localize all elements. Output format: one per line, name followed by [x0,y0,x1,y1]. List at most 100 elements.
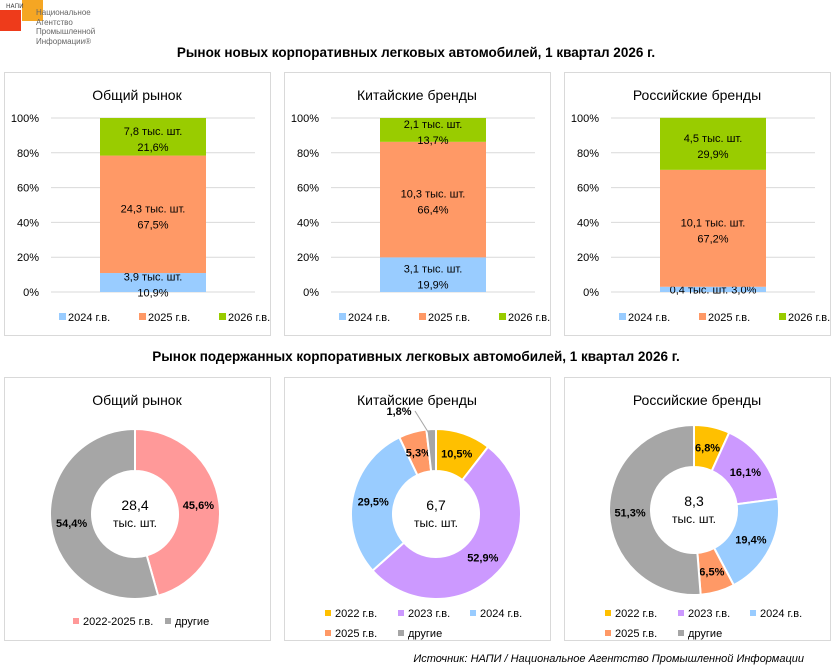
center-unit: тыс. шт. [672,512,716,526]
legend-swatch [73,618,79,624]
legend-label: 2025 г.в. [615,628,657,640]
legend-swatch [779,313,786,320]
legend-label: 2022-2025 г.в. [83,616,153,628]
center-value: 8,3 [684,493,704,509]
data-label: 4,5 тыс. шт. [684,133,743,145]
legend-swatch [139,313,146,320]
data-label: 10,5% [441,448,472,460]
y-tick-label: 80% [577,148,599,160]
data-label: 6,5% [699,566,724,578]
y-tick-label: 100% [11,113,39,125]
logo-yellow-square [22,0,43,21]
legend-label: 2022 г.в. [615,608,657,620]
legend-label: другие [688,628,722,640]
data-label: 45,6% [183,500,214,512]
center-value: 6,7 [426,497,446,513]
center-unit: тыс. шт. [414,516,458,530]
leader-line [414,410,431,436]
donut-slice-2024гв [350,435,419,573]
legend-swatch [398,610,404,616]
bar-chart-russian: Российские бренды 0% 20% 40% 60% 80% 100% 0,4 т… [564,72,831,336]
data-label: 1,8% [386,406,411,418]
chart-svg: Российские бренды 6,8% 16,1% 19,4% 6,5% 51,3%… [605,392,802,640]
bar-segment-2024 [100,273,206,292]
center-unit: тыс. шт. [113,516,157,530]
donut-slice-другие [49,427,160,600]
logo-line: Информации® [36,36,92,46]
data-label: 54,4% [56,518,87,530]
new-cars-title: Рынок новых корпоративных легковых автом… [176,45,656,60]
legend-swatch [605,610,611,616]
legend-label: 2024 г.в. [348,312,390,324]
used-cars-title: Рынок подержанных корпоративных легковых… [152,349,680,364]
donut-slice-другие [608,423,702,596]
y-tick-label: 20% [577,252,599,264]
y-tick-label: 40% [17,217,39,229]
data-label: 5,3% [406,447,431,459]
y-tick-label: 0% [303,287,319,299]
bar-chart-total: Общий рынок 0% 20% 40% 60% 80% 100% 3,9 тыс. шт… [4,72,271,336]
legend-swatch [339,313,346,320]
bar-segment-2025 [380,141,486,258]
legend-label: 2025 г.в. [335,628,377,640]
data-label: 0,4 тыс. шт. 3,0% [670,284,757,296]
bar-segment-2024 [660,286,766,292]
bar-segment-2025 [100,155,206,274]
chart-svg: Общий рынок 45,6% 54,4% 28,4 тыс. шт. 2022-20… [49,392,221,628]
legend-swatch [325,630,331,636]
legend-label: 2026 г.в. [228,312,270,324]
legend-label: 2025 г.в. [148,312,190,324]
y-tick-label: 0% [23,287,39,299]
legend-label: 2024 г.в. [68,312,110,324]
data-label: 67,5% [137,219,168,231]
y-tick-label: 60% [297,183,319,195]
y-tick-label: 60% [17,183,39,195]
data-label: 21,6% [137,142,168,154]
data-label: 10,1 тыс. шт. [681,217,746,229]
bar-chart-chinese: Китайские бренды 0% 20% 40% 60% 80% 100% 3,1 ты… [284,72,551,336]
chart-svg: Общий рынок 0% 20% 40% 60% 80% 100% 3,9 тыс. шт… [11,87,270,324]
legend-swatch [678,610,684,616]
legend-label: 2022 г.в. [335,608,377,620]
y-tick-label: 20% [297,252,319,264]
logo-line: Промышленной [36,27,96,36]
chart-svg: Китайские бренды 0% 20% 40% 60% 80% 100% 3,1 ты… [291,87,550,324]
donut-slice-2023гв [371,445,522,600]
chart-svg: Китайские бренды 10,5% 52,9% 29,5% 5,3% 1,8% 6… [325,392,522,640]
legend-label: 2025 г.в. [428,312,470,324]
napi-logo: НАПИ Национальное Агентство Промышленной… [0,0,100,56]
data-label: 3,9 тыс. шт. [124,272,183,284]
legend-label: 2026 г.в. [788,312,830,324]
legend-label: другие [408,628,442,640]
logo-line: Национальное [36,8,91,17]
source-note: Источник: НАПИ / Национальное Агентство … [413,653,804,665]
donut-chart-total: Общий рынок 45,6% 54,4% 28,4 тыс. шт. 2022-20… [4,377,271,641]
donut-slice-другие [425,427,437,473]
legend-label: другие [175,616,209,628]
data-label: 13,7% [417,135,448,147]
legend-swatch [165,618,171,624]
bar-segment-2026 [100,118,206,156]
bar-segment-2026 [380,118,486,142]
chart-title: Российские бренды [633,392,761,408]
donut-chart-chinese: Китайские бренды 10,5% 52,9% 29,5% 5,3% 1,8% 6… [284,377,551,641]
legend-swatch [470,610,476,616]
y-tick-label: 100% [571,113,599,125]
legend-swatch [398,630,404,636]
data-label: 52,9% [467,553,498,565]
y-tick-label: 0% [583,287,599,299]
y-tick-label: 20% [17,252,39,264]
y-tick-label: 40% [577,217,599,229]
chart-title: Китайские бренды [357,392,477,408]
chart-title: Китайские бренды [357,87,477,103]
logo-abbr: НАПИ [6,3,24,10]
legend-label: 2024 г.в. [760,608,802,620]
donut-chart-russian: Российские бренды 6,8% 16,1% 19,4% 6,5% 51,3%… [564,377,831,641]
legend-swatch [699,313,706,320]
data-label: 6,8% [695,442,720,454]
legend-swatch [619,313,626,320]
legend-swatch [219,313,226,320]
y-tick-label: 40% [297,217,319,229]
legend-label: 2024 г.в. [480,608,522,620]
legend-label: 2023 г.в. [408,608,450,620]
